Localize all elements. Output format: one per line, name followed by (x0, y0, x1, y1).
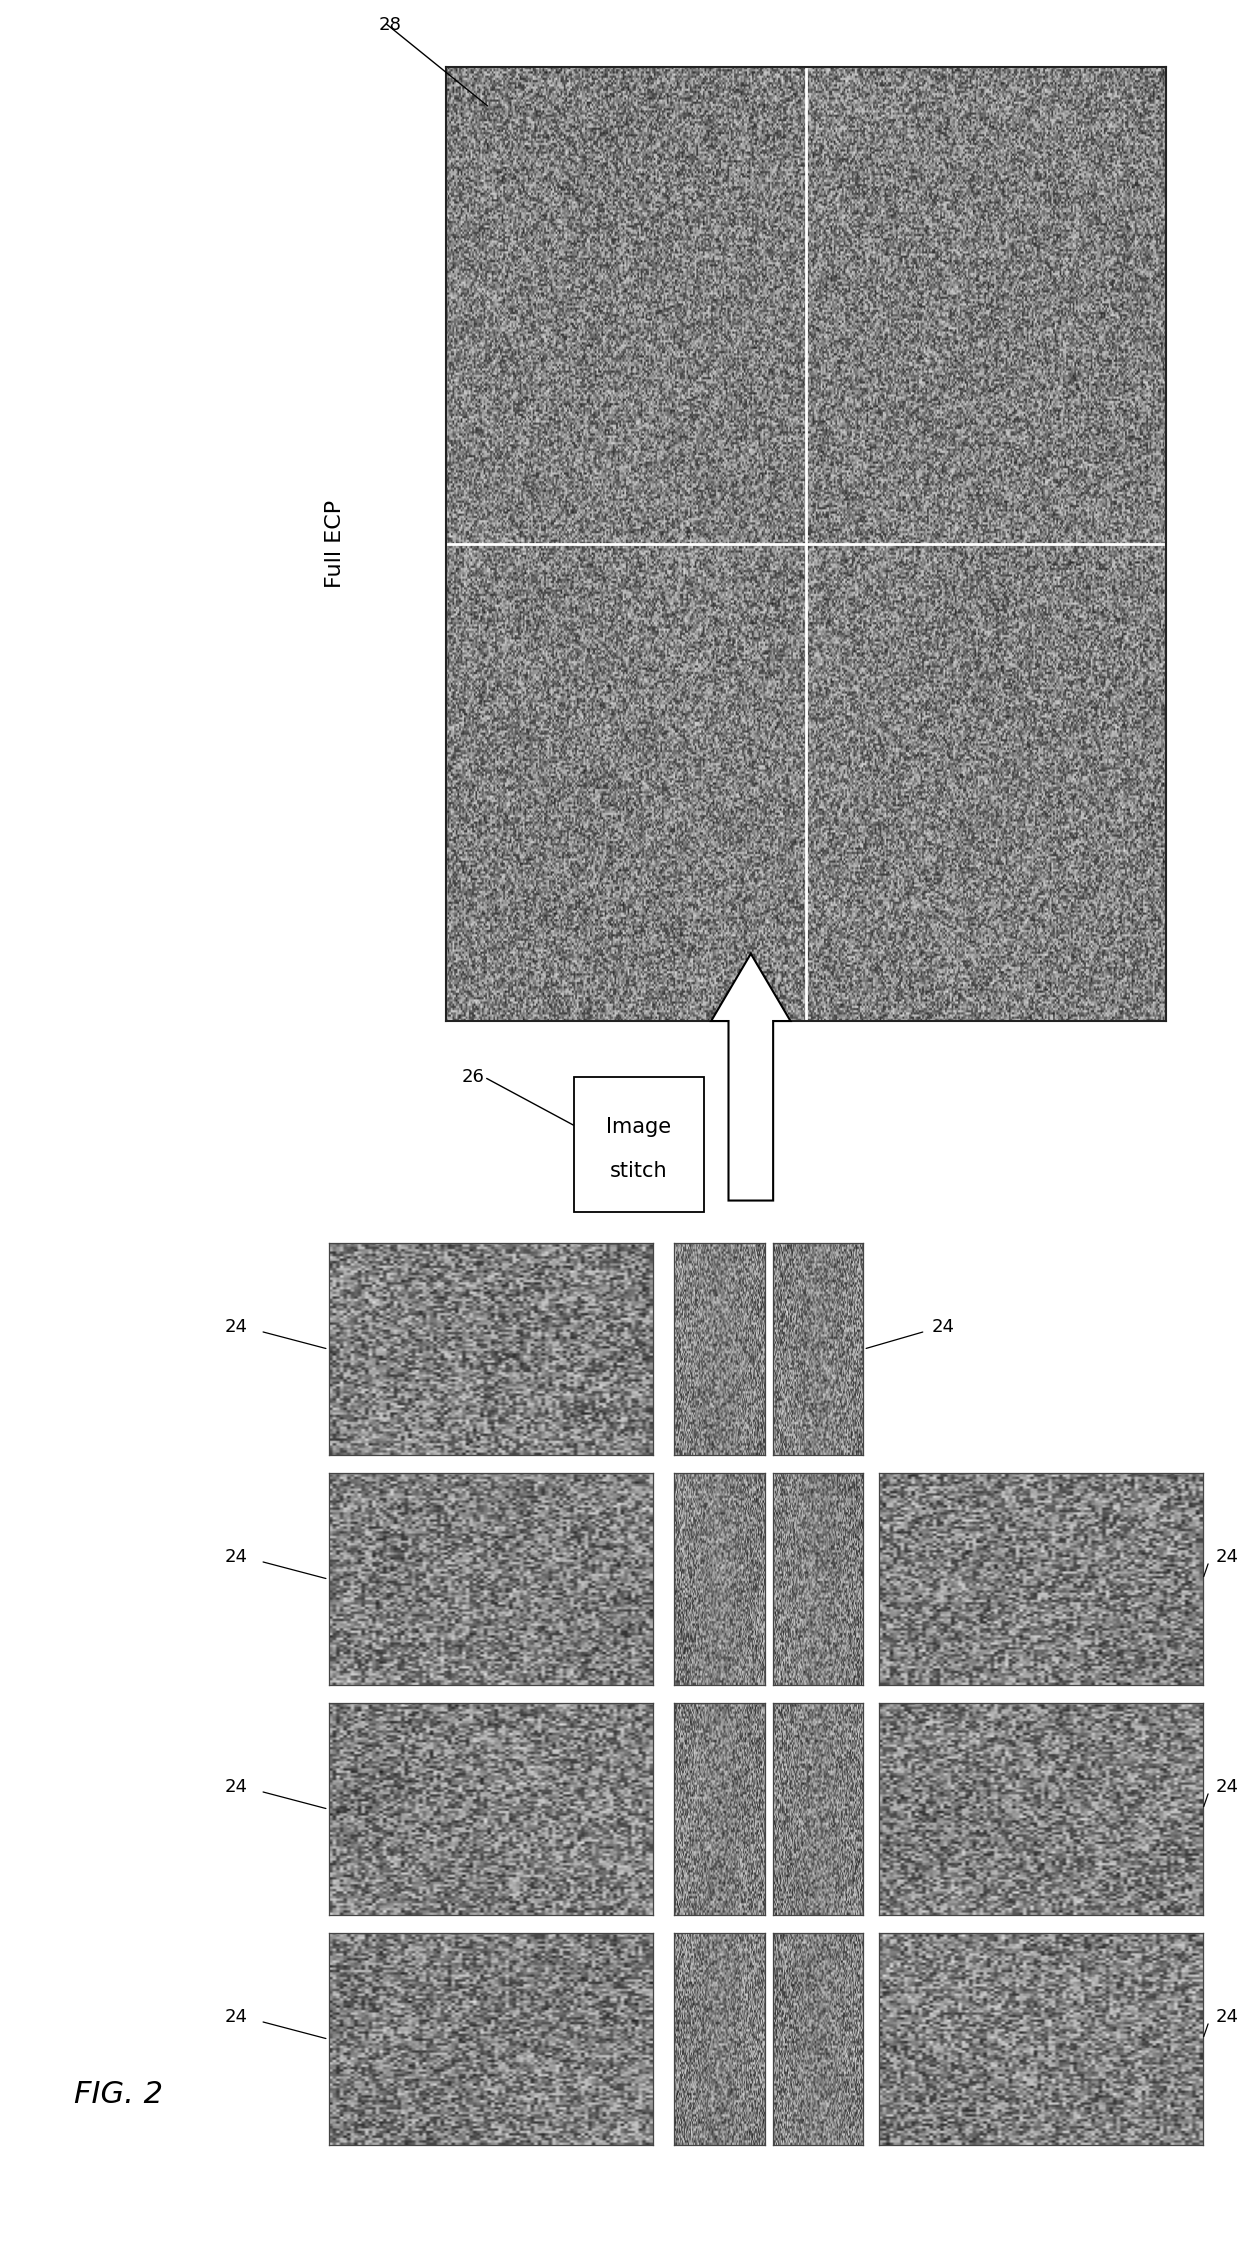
Text: 26: 26 (463, 1068, 485, 1086)
Text: stitch: stitch (610, 1162, 667, 1180)
Text: FIG. 2: FIG. 2 (74, 2080, 164, 2109)
Text: 28: 28 (378, 16, 401, 34)
Text: 24: 24 (931, 1317, 955, 1335)
Text: 24: 24 (1215, 1777, 1239, 1795)
Text: 24: 24 (1215, 2008, 1239, 2026)
Text: 24: 24 (224, 1317, 248, 1335)
Text: 24: 24 (224, 1777, 248, 1795)
Text: Image: Image (606, 1118, 671, 1138)
Text: 24: 24 (224, 1548, 248, 1566)
Text: Full ECP: Full ECP (325, 500, 345, 588)
Text: 24: 24 (1215, 1548, 1239, 1566)
Text: 24: 24 (224, 2008, 248, 2026)
